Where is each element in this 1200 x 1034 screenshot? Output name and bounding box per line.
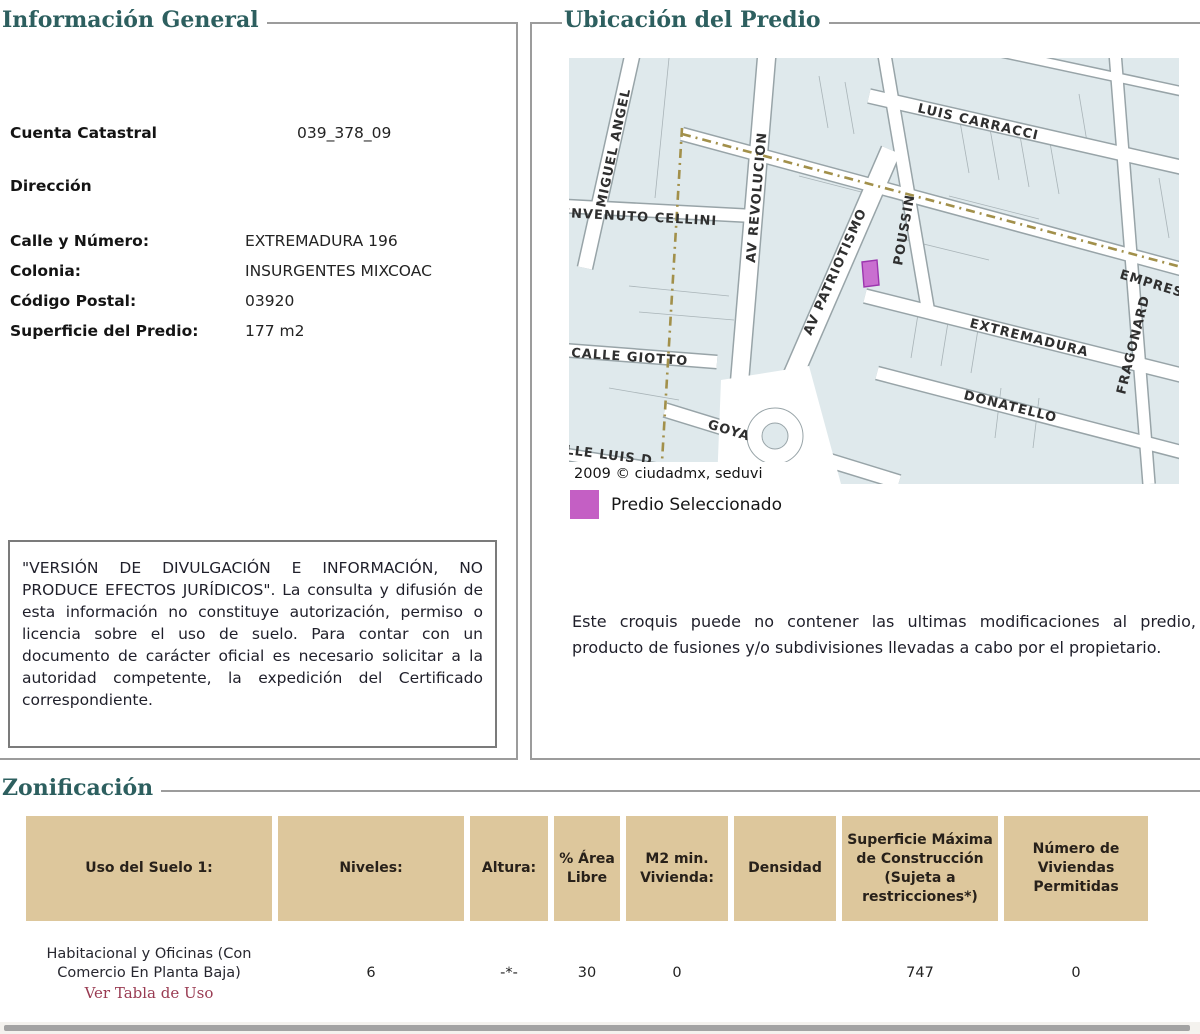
selected-parcel-highlight (861, 259, 880, 288)
section-title-informacion-general: Información General (0, 7, 267, 33)
map-boundary-dashed-line (659, 127, 1179, 479)
col-header-altura: Altura: (470, 816, 548, 921)
field-value-cuenta-catastral: 039_378_09 (297, 124, 392, 142)
horizontal-scrollbar[interactable] (0, 1022, 1200, 1034)
field-codigo-postal: Código Postal: 03920 (10, 292, 294, 310)
uso-del-suelo-text: Habitacional y Oficinas (Con Comercio En… (46, 945, 252, 981)
field-calle-numero: Calle y Número: EXTREMADURA 196 (10, 232, 398, 250)
col-header-densidad: Densidad (734, 816, 836, 921)
cell-superficie-maxima: 747 (906, 965, 934, 981)
field-cuenta-catastral: Cuenta Catastral 039_378_09 (10, 124, 391, 142)
cell-m2-min-vivienda: 0 (672, 965, 682, 981)
field-label-cuenta-catastral: Cuenta Catastral (10, 124, 157, 142)
cell-densidad (734, 927, 836, 1019)
col-header-superficie-maxima: Superficie Máxima de Construcción (Sujet… (842, 816, 998, 921)
section-informacion-general: Información General Cuenta Catastral 039… (0, 7, 518, 760)
croquis-note: Este croquis puede no contener las ultim… (572, 612, 1196, 657)
predio-map[interactable]: MIGUEL ANGEL AV REVOLUCION LUIS CARRACCI… (569, 58, 1179, 484)
field-value-colonia: INSURGENTES MIXCOAC (245, 262, 432, 280)
cell-uso-del-suelo: Habitacional y Oficinas (Con Comercio En… (26, 927, 272, 1019)
field-superficie-predio: Superficie del Predio: 177 m2 (10, 322, 304, 340)
table-header-row: Uso del Suelo 1: Niveles: Altura: % Área… (26, 816, 1148, 921)
map-legend: Predio Seleccionado (570, 490, 782, 519)
legal-disclaimer-box: "VERSIÓN DE DIVULGACIÓN E INFORMACIÓN, N… (8, 540, 497, 748)
section-zonificacion: Zonificación Uso del Suelo 1: Niveles: A… (0, 775, 1200, 1034)
field-value-superficie-predio: 177 m2 (245, 322, 305, 340)
col-header-uso-del-suelo: Uso del Suelo 1: (26, 816, 272, 921)
field-value-codigo-postal: 03920 (245, 292, 295, 310)
horizontal-scrollbar-thumb[interactable] (4, 1025, 1190, 1031)
cell-niveles: 6 (366, 965, 376, 981)
field-label-colonia: Colonia: (10, 262, 81, 280)
field-label-direccion: Dirección (10, 177, 92, 195)
map-copyright-strip (569, 462, 793, 484)
col-header-area-libre: % Área Libre (554, 816, 620, 921)
section-title-ubicacion-del-predio: Ubicación del Predio (562, 7, 829, 33)
ver-tabla-de-uso-link[interactable]: Ver Tabla de Uso (84, 983, 214, 1002)
zonificacion-table: Uso del Suelo 1: Niveles: Altura: % Área… (20, 810, 1154, 1025)
cell-area-libre: 30 (577, 965, 597, 981)
field-colonia: Colonia: INSURGENTES MIXCOAC (10, 262, 432, 280)
field-label-calle-numero: Calle y Número: (10, 232, 150, 250)
predio-swatch-label: Predio Seleccionado (611, 494, 782, 515)
table-row: Habitacional y Oficinas (Con Comercio En… (26, 927, 1148, 1019)
map-copyright: 2009 © ciudadmx, seduvi (574, 466, 763, 482)
section-ubicacion-del-predio: Ubicación del Predio (530, 7, 1200, 760)
field-label-superficie-predio: Superficie del Predio: (10, 322, 199, 340)
col-header-num-viviendas: Número de Viviendas Permitidas (1004, 816, 1148, 921)
predio-swatch (570, 490, 599, 519)
map-roundabout-island (761, 422, 789, 450)
cell-altura: -*- (500, 965, 518, 981)
field-value-calle-numero: EXTREMADURA 196 (245, 232, 398, 250)
cell-num-viviendas: 0 (1071, 965, 1081, 981)
col-header-niveles: Niveles: (278, 816, 464, 921)
field-label-codigo-postal: Código Postal: (10, 292, 137, 310)
section-title-zonificacion: Zonificación (0, 775, 162, 801)
col-header-m2-min-vivienda: M2 min. Vivienda: (626, 816, 728, 921)
field-direccion: Dirección (10, 177, 92, 195)
